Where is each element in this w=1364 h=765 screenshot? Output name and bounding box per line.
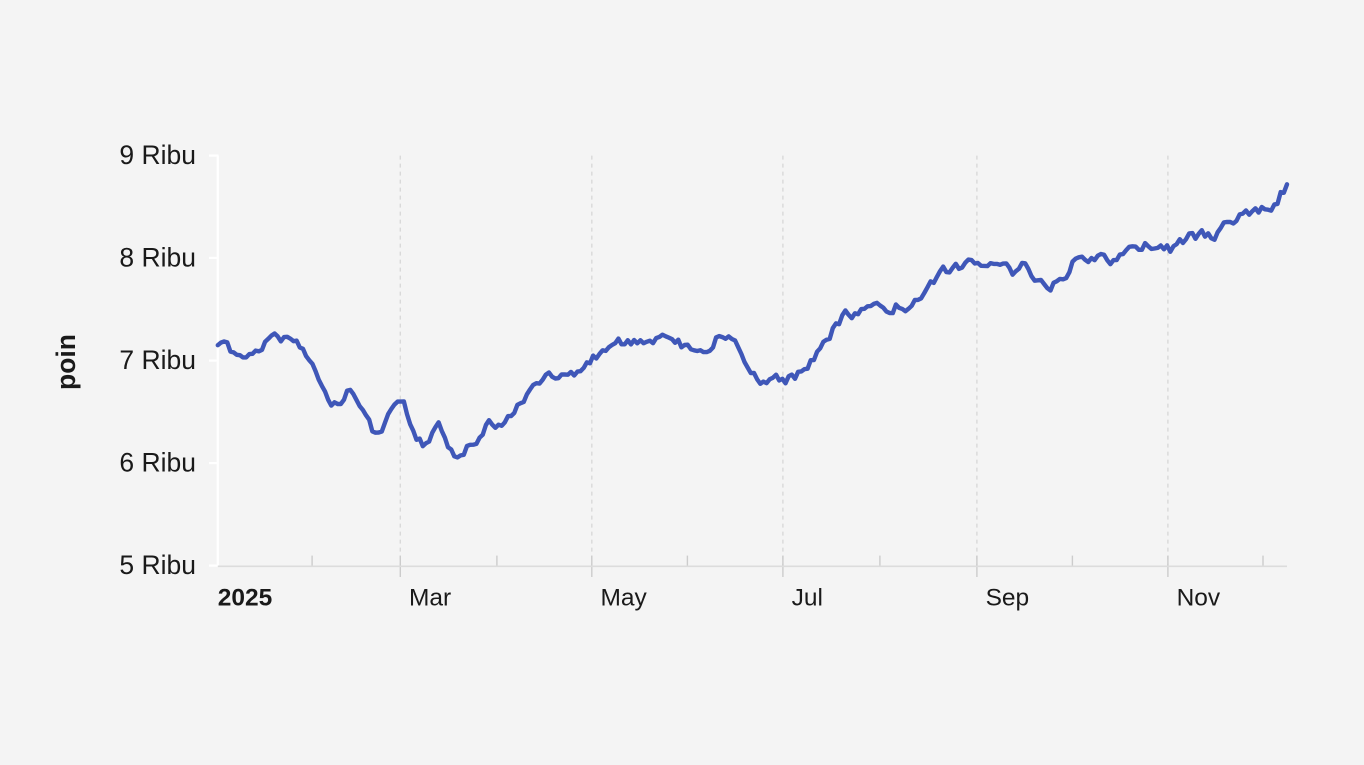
svg-text:8 Ribu: 8 Ribu [119, 242, 196, 272]
svg-text:May: May [601, 585, 648, 612]
svg-text:9 Ribu: 9 Ribu [119, 140, 196, 170]
svg-text:Nov: Nov [1177, 585, 1221, 612]
svg-text:Jul: Jul [792, 585, 823, 612]
svg-text:Mar: Mar [409, 585, 451, 612]
svg-text:7 Ribu: 7 Ribu [119, 345, 196, 375]
svg-text:poin: poin [51, 334, 81, 390]
svg-text:5 Ribu: 5 Ribu [119, 550, 196, 580]
svg-text:Sep: Sep [986, 585, 1030, 612]
svg-text:6 Ribu: 6 Ribu [119, 448, 196, 478]
svg-text:2025: 2025 [218, 585, 273, 612]
